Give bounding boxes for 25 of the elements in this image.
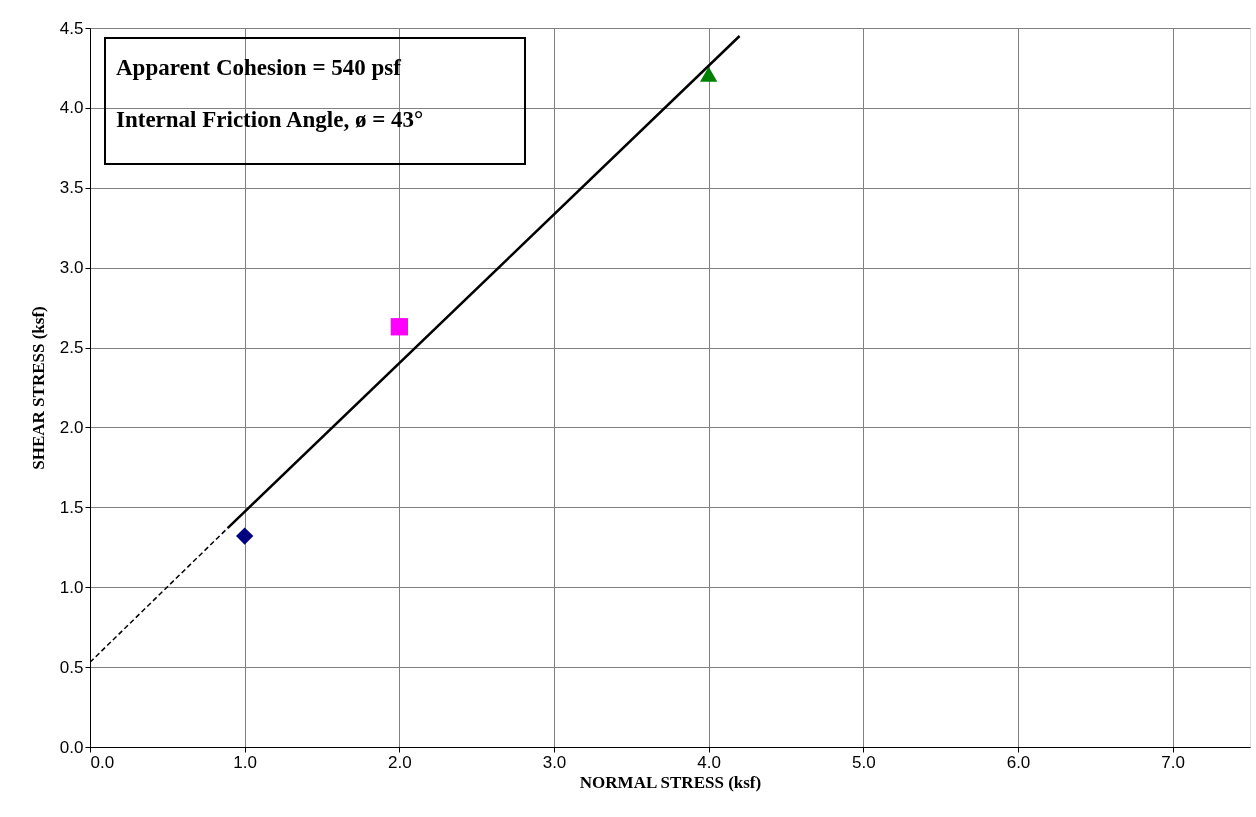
y-tick-label: 0.5 [59, 657, 84, 677]
x-tick-label: 2.0 [388, 752, 412, 772]
y-axis-title: SHEAR STRESS (ksf) [28, 306, 48, 470]
y-tick-label: 1.0 [59, 577, 84, 597]
x-tick-label: 1.0 [233, 752, 257, 772]
y-tick-label: 2.0 [59, 417, 84, 437]
x-tick-label: 6.0 [1006, 752, 1031, 772]
point [700, 66, 718, 82]
x-tick-label: 7.0 [1161, 752, 1185, 772]
x-tick-label: 0.0 [90, 752, 115, 772]
y-tick-label: 3.0 [59, 258, 84, 278]
y-tick-label: 4.5 [59, 18, 84, 38]
y-tick-label: 3.5 [59, 178, 84, 198]
x-tick-label: 5.0 [852, 752, 876, 772]
annotation: Internal Friction Angle, ø = 43° [116, 107, 424, 132]
point [236, 527, 254, 545]
annotation: Apparent Cohesion = 540 psf [116, 55, 402, 80]
y-tick-label: 4.0 [59, 98, 84, 118]
point [390, 318, 408, 336]
x-tick-label: 3.0 [542, 752, 567, 772]
y-tick-label: 2.5 [59, 338, 84, 358]
y-tick-label: 0.0 [59, 737, 84, 757]
y-tick-label: 1.5 [59, 497, 84, 517]
x-tick-label: 4.0 [697, 752, 721, 772]
x-axis-title: NORMAL STRESS (ksf) [579, 772, 762, 792]
